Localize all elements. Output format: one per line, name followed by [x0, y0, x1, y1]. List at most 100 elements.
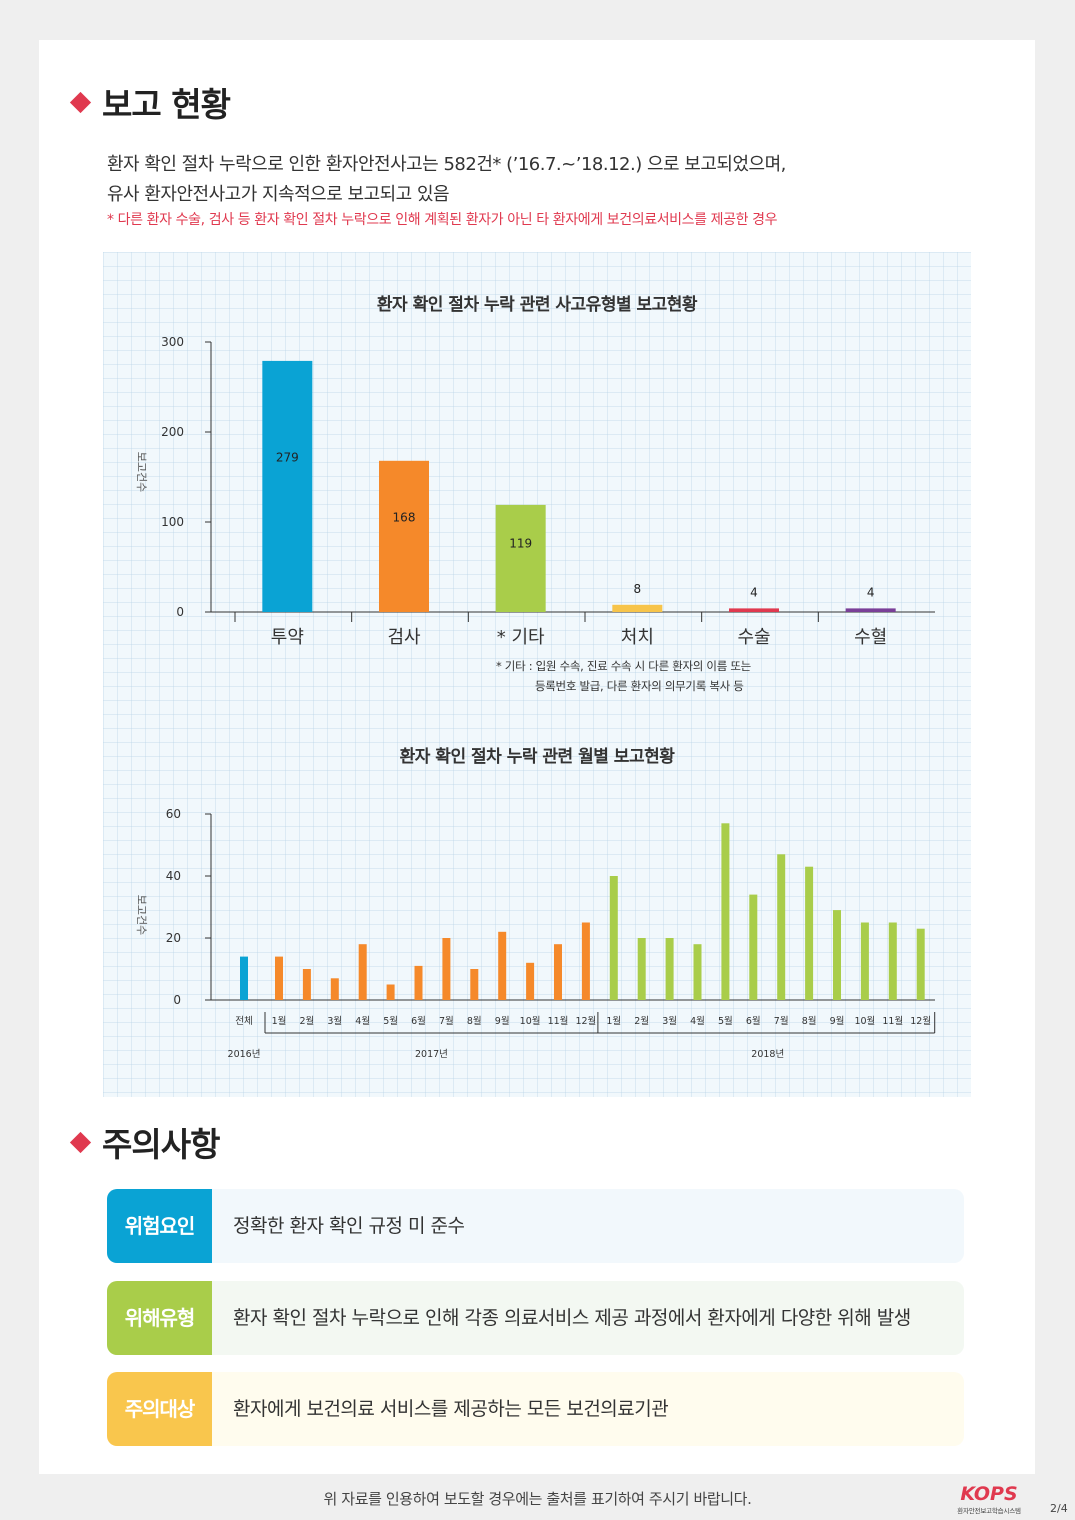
- chart2-bar-24: [916, 928, 925, 1000]
- section-title-text: 보고 현황: [102, 85, 231, 124]
- chart2-bar-3: [330, 978, 339, 1000]
- chart2-x-tick-label: 8월: [467, 1015, 482, 1027]
- page-number: 2/4: [1050, 1502, 1068, 1515]
- intro-text: 환자 확인 절차 누락으로 인한 환자안전사고는 582건* (’16.7.~’…: [107, 150, 786, 210]
- caution-row-target: 주의대상 환자에게 보건의료 서비스를 제공하는 모든 보건의료기관: [107, 1372, 964, 1446]
- chart2-bar-16: [693, 944, 702, 1000]
- chart1-x-tick-label: 수술: [737, 627, 770, 648]
- chart2-x-tick-label: 3월: [327, 1015, 342, 1027]
- chart1-x-tick-label: 처치: [621, 627, 654, 648]
- footer-notice: 위 자료를 인용하여 보도할 경우에는 출처를 표기하여 주시기 바랍니다.: [323, 1490, 752, 1508]
- chart1-footnote-line-1: * 기타 : 입원 수속, 진료 수속 시 다른 환자의 이름 또는: [496, 659, 751, 673]
- caution-row-risk: 위험요인 정확한 환자 확인 규정 미 준수: [107, 1189, 964, 1263]
- caution-tag: 위험요인: [107, 1189, 212, 1263]
- chart1-footnote-line-2: 등록번호 발급, 다른 환자의 의무기록 복사 등: [535, 679, 744, 693]
- chart2-x-tick-label: 2월: [300, 1015, 315, 1027]
- chart1-bar-1: [379, 460, 429, 612]
- caution-text: 환자에게 보건의료 서비스를 제공하는 모든 보건의료기관: [233, 1398, 669, 1420]
- chart2-x-tick-label: 4월: [355, 1015, 370, 1027]
- chart2-y-tick-label: 40: [166, 869, 181, 883]
- chart2-bar-10: [526, 962, 535, 1000]
- chart2-group-label: 2016년: [228, 1049, 261, 1060]
- chart1-x-tick-label: 검사: [387, 627, 421, 648]
- diamond-icon: [69, 1131, 92, 1154]
- chart2-bar-23: [888, 922, 897, 1000]
- chart2-bar-20: [805, 866, 814, 1000]
- chart2-x-tick-label: 전체: [235, 1016, 252, 1027]
- chart2-x-tick-label: 9월: [830, 1015, 845, 1027]
- chart2-y-tick-label: 60: [166, 807, 181, 821]
- chart1-x-tick-label: 투약: [271, 627, 304, 648]
- chart1-bar-3: [612, 604, 663, 612]
- chart1-bar-0: [262, 360, 313, 612]
- chart1-y-tick-label: 200: [161, 425, 184, 439]
- chart1-x-tick-label: 수혈: [854, 627, 887, 648]
- chart1-y-tick-label: 300: [161, 335, 184, 349]
- diamond-icon: [69, 91, 92, 114]
- chart2-x-tick-label: 9월: [495, 1015, 510, 1027]
- chart1-x-tick-label: * 기타: [497, 627, 545, 648]
- chart1-y-tick-label: 100: [161, 515, 184, 529]
- chart2-bar-2: [302, 969, 311, 1000]
- chart2-y-axis-label: 보고건수: [135, 895, 148, 935]
- chart2-x-tick-label: 7월: [774, 1015, 789, 1027]
- chart2-bar-14: [637, 938, 646, 1000]
- chart2-bar-17: [721, 823, 730, 1000]
- chart2-bar-11: [554, 944, 562, 1000]
- chart2-x-tick-label: 5월: [383, 1015, 398, 1027]
- chart2-x-tick-label: 11월: [548, 1015, 569, 1027]
- chart1-data-label: 119: [509, 537, 532, 551]
- chart2-x-tick-label: 6월: [411, 1015, 426, 1027]
- caution-tag: 위해유형: [107, 1281, 212, 1355]
- chart2-bar-4: [358, 944, 367, 1000]
- chart2-x-tick-label: 2월: [634, 1015, 649, 1027]
- chart2-x-tick-label: 6월: [746, 1015, 761, 1027]
- caution-text: 정확한 환자 확인 규정 미 준수: [233, 1215, 465, 1237]
- chart1-bar-4: [729, 608, 779, 612]
- chart1-data-label: 4: [867, 585, 875, 599]
- intro-line-2: 유사 환자안전사고가 지속적으로 보고되고 있음: [107, 184, 450, 205]
- chart2-bar-12: [581, 922, 590, 1000]
- chart2-x-tick-label: 5월: [718, 1015, 733, 1027]
- chart2-bar-6: [414, 965, 423, 1000]
- chart2-x-tick-label: 8월: [802, 1015, 817, 1027]
- chart2-bar-15: [665, 938, 674, 1000]
- chart2-x-tick-label: 10월: [854, 1015, 875, 1027]
- chart1-title: 환자 확인 절차 누락 관련 사고유형별 보고현황: [376, 295, 698, 315]
- caution-text: 환자 확인 절차 누락으로 인해 각종 의료서비스 제공 과정에서 환자에게 다…: [233, 1307, 911, 1329]
- chart2-x-tick-label: 10월: [520, 1015, 541, 1027]
- intro-footnote: * 다른 환자 수술, 검사 등 환자 확인 절차 누락으로 인해 계획된 환자…: [107, 212, 778, 228]
- chart1-y-axis-label: 보고건수: [135, 452, 148, 492]
- chart2-bar-1: [275, 956, 283, 1000]
- chart2-bar-8: [470, 969, 479, 1000]
- caution-tag: 주의대상: [107, 1372, 212, 1446]
- kops-logo: KOPS 환자안전보고학습시스템: [944, 1483, 1034, 1515]
- chart2-x-tick-label: 7월: [439, 1015, 454, 1027]
- chart1-bar-5: [845, 608, 896, 612]
- chart2-group-label: 2017년: [415, 1049, 448, 1060]
- chart2-x-tick-label: 3월: [662, 1015, 677, 1027]
- chart-panel: 환자 확인 절차 누락 관련 사고유형별 보고현황 환자 확인 절차 누락 관련…: [103, 252, 971, 1097]
- chart2-bar-7: [442, 938, 451, 1000]
- chart2-x-tick-label: 11월: [882, 1015, 903, 1027]
- section-title-cautions: 주의사항: [69, 1118, 220, 1166]
- section-title-report-status: 보고 현황: [69, 78, 231, 126]
- chart2-title: 환자 확인 절차 누락 관련 월별 보고현황: [399, 747, 675, 767]
- chart1-data-label: 4: [750, 585, 758, 599]
- document-page: 보고 현황 환자 확인 절차 누락으로 인한 환자안전사고는 582건* (’1…: [39, 40, 1035, 1474]
- logo-mark: KOPS: [960, 1483, 1018, 1505]
- chart2-bar-22: [860, 922, 869, 1000]
- chart1-data-label: 8: [634, 582, 642, 596]
- chart2-x-tick-label: 1월: [606, 1015, 621, 1027]
- chart2-y-tick-label: 0: [173, 993, 181, 1007]
- caution-row-harm: 위해유형 환자 확인 절차 누락으로 인해 각종 의료서비스 제공 과정에서 환…: [107, 1281, 964, 1355]
- chart2-bar-9: [498, 931, 507, 1000]
- chart1-bar-2: [495, 504, 546, 612]
- chart2-bar-13: [609, 876, 618, 1000]
- chart2-x-tick-label: 12월: [575, 1015, 596, 1027]
- intro-line-1: 환자 확인 절차 누락으로 인한 환자안전사고는 582건* (’16.7.~’…: [107, 154, 786, 175]
- logo-subtitle: 환자안전보고학습시스템: [957, 1507, 1021, 1515]
- chart2-bar-19: [777, 854, 786, 1000]
- chart1-y-tick-label: 0: [176, 605, 184, 619]
